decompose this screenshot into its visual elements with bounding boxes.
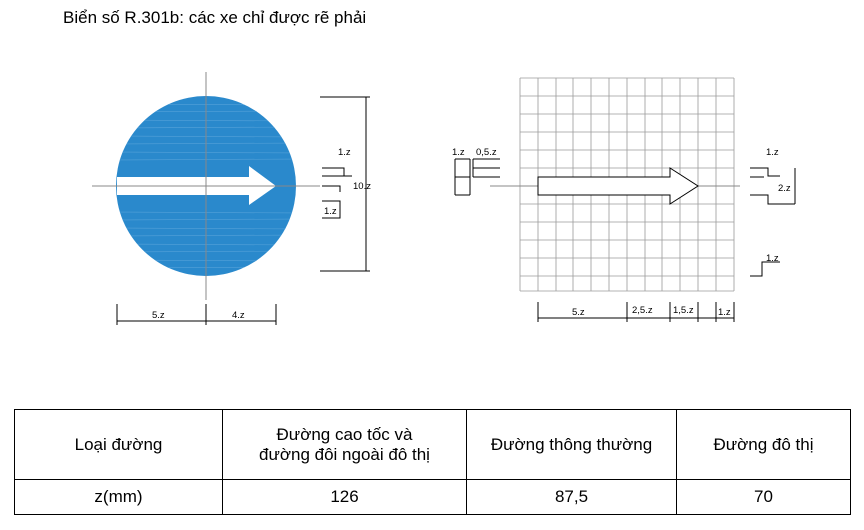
grid-dim-bottom-1: 5.z <box>572 307 585 318</box>
value-urban-road: 70 <box>676 479 851 515</box>
value-expressway: 126 <box>222 479 467 515</box>
header-expressway: Đường cao tốc và đường đôi ngoài đô thị <box>222 409 467 480</box>
dim-left-width-label: 5.z <box>152 310 165 321</box>
header-urban-road: Đường đô thị <box>676 409 851 480</box>
table-row: z(mm) 126 87,5 70 <box>14 479 851 515</box>
header-label: Đường cao tốc và đường đôi ngoài đô thị <box>259 424 430 464</box>
construction-grid <box>519 77 735 292</box>
header-label: Loại đường <box>74 434 163 454</box>
grid-dim-bottom-2: 2,5.z <box>632 305 653 316</box>
dim-height-label: 10.z <box>353 181 371 192</box>
grid-dim-bottom-3: 1,5.z <box>673 305 694 316</box>
grid-dim-right-bottom: 1.z <box>766 253 779 264</box>
header-label: Đường thông thường <box>490 434 653 454</box>
dimension-table: Loại đường Đường cao tốc và đường đôi ng… <box>14 409 851 515</box>
grid-dim-right-side: 2.z <box>778 183 791 194</box>
table-header-row: Loại đường Đường cao tốc và đường đôi ng… <box>14 409 851 480</box>
header-road-type: Loại đường <box>14 409 223 480</box>
row-label: z(mm) <box>14 479 223 515</box>
sign-diagram: 10.z 1.z 1.z 5.z 4.z <box>92 72 796 325</box>
value-ordinary-road: 87,5 <box>466 479 677 515</box>
grid-dim-bottom-4: 1.z <box>718 307 731 318</box>
grid-dim-right-top: 1.z <box>766 147 779 158</box>
figure-title: Biển số R.301b: các xe chỉ được rẽ phải <box>63 8 367 27</box>
dim-right-width-label: 4.z <box>232 310 245 321</box>
round-sign <box>92 72 320 300</box>
header-label: Đường đô thị <box>713 434 814 454</box>
left-view-dimensions <box>116 96 370 325</box>
header-ordinary-road: Đường thông thường <box>466 409 677 480</box>
grid-dim-left-b: 0,5.z <box>476 147 497 158</box>
grid-dim-left-a: 1.z <box>452 147 465 158</box>
dim-arrowhead-label: 1.z <box>338 147 351 158</box>
outline-arrow <box>537 167 699 205</box>
dim-shaft-label: 1.z <box>324 206 337 217</box>
right-view-dimensions <box>454 158 796 322</box>
